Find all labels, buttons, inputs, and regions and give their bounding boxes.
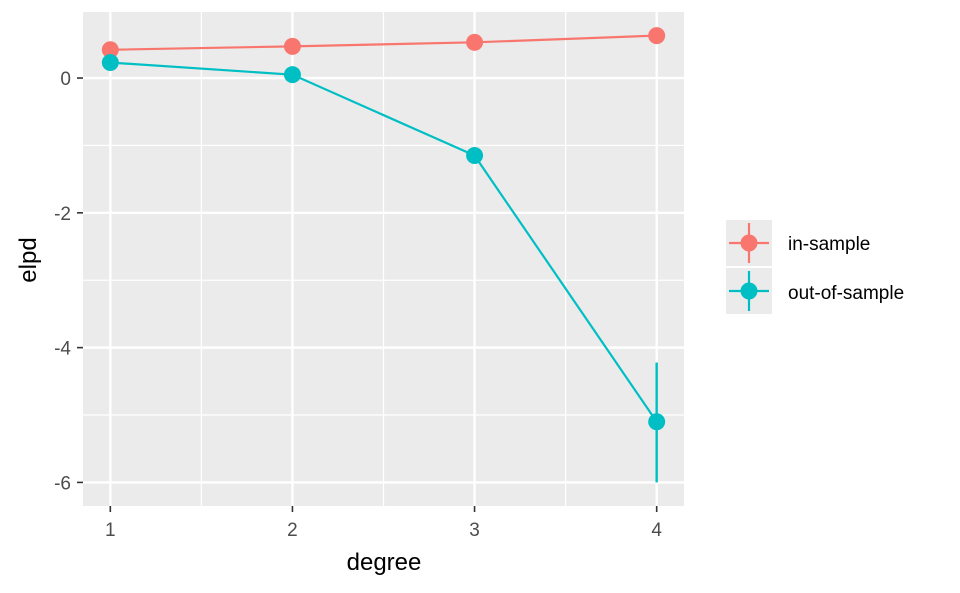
legend-label-out-of-sample: out-of-sample	[788, 283, 904, 304]
data-point-in-sample	[101, 41, 119, 59]
legend: in-sample out-of-sample	[726, 220, 904, 314]
data-point-in-sample	[648, 27, 666, 45]
y-tick-label: -4	[54, 339, 71, 360]
series-points	[101, 27, 666, 431]
x-tick-label: 3	[469, 520, 480, 541]
x-axis-title: degree	[347, 549, 422, 576]
x-tick-label: 1	[105, 520, 116, 541]
legend-point-in-sample	[740, 234, 758, 252]
series-line-in-sample	[110, 34, 657, 51]
data-point-out-of-sample	[466, 147, 484, 165]
y-tick-label: -2	[54, 204, 71, 225]
data-point-out-of-sample	[648, 413, 666, 431]
x-tick-label: 2	[287, 520, 298, 541]
grid-major	[83, 12, 684, 506]
data-point-out-of-sample	[101, 54, 119, 72]
grid-minor	[83, 12, 684, 506]
series-line-out-of-sample	[110, 61, 658, 423]
x-tick-label: 4	[651, 520, 662, 541]
y-axis-title: elpd	[15, 237, 42, 282]
legend-label-in-sample: in-sample	[788, 234, 870, 255]
legend-key-out-of-sample	[729, 271, 769, 311]
legend-key-in-sample	[729, 223, 769, 263]
data-point-in-sample	[283, 37, 301, 55]
x-axis: 1 2 3 4	[105, 506, 662, 541]
series-lines	[110, 34, 658, 423]
legend-point-out-of-sample	[740, 282, 758, 300]
y-axis: 0 -2 -4 -6	[54, 69, 83, 494]
y-tick-label: 0	[60, 69, 71, 90]
data-point-in-sample	[466, 33, 484, 51]
y-tick-label: -6	[54, 473, 71, 494]
data-point-out-of-sample	[283, 66, 301, 84]
